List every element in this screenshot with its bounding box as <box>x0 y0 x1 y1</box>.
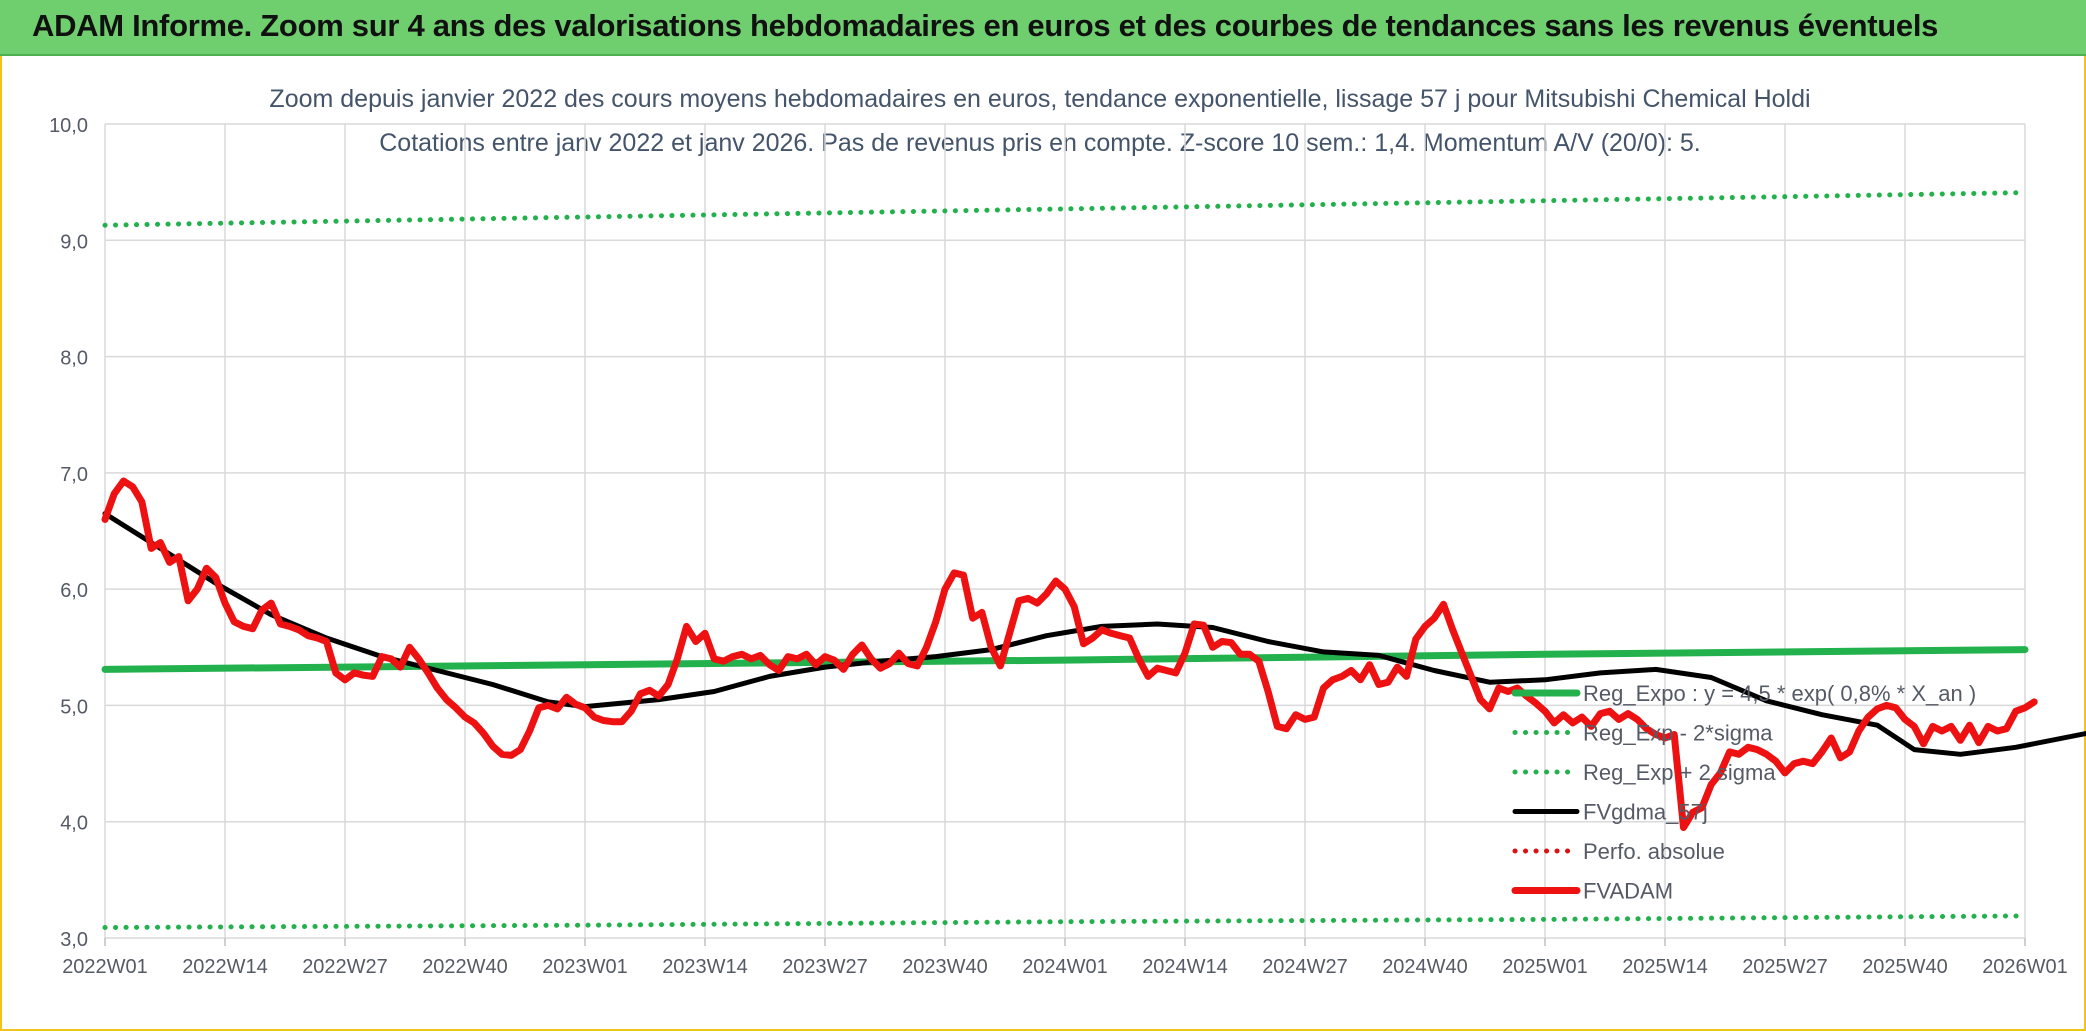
y-tick-label: 4,0 <box>60 813 88 835</box>
x-tick-label: 2024W40 <box>1382 956 1468 978</box>
y-tick-label: 10,0 <box>49 115 88 137</box>
x-axis: 2022W01 2022W14 2022W27 2022W40 2023W01 2023W… <box>62 956 2068 978</box>
legend-label: Reg_Exp + 2 sigma <box>1583 760 1776 785</box>
x-tick-label: 2025W40 <box>1862 956 1948 978</box>
legend-label: FVADAM <box>1583 879 1673 904</box>
x-tick-label: 2024W14 <box>1142 956 1228 978</box>
y-axis: 3,0 4,0 5,0 6,0 7,0 8,0 9,0 10,0 <box>49 115 88 951</box>
legend-label: Reg_Exp - 2*sigma <box>1583 721 1773 746</box>
y-tick-label: 9,0 <box>60 231 88 253</box>
x-tick-label: 2023W27 <box>782 956 868 978</box>
x-tick-label: 2023W01 <box>542 956 628 978</box>
y-tick-label: 6,0 <box>60 580 88 602</box>
legend-label: FVgdma_57j <box>1583 800 1708 825</box>
report-title: ADAM Informe. Zoom sur 4 ans des valoris… <box>32 8 1939 43</box>
x-tick-label: 2023W14 <box>662 956 748 978</box>
series-line-fvgdma-57j <box>102 511 2086 757</box>
report-banner: ADAM Informe. Zoom sur 4 ans des valoris… <box>0 0 2086 56</box>
x-tick-label: 2025W14 <box>1622 956 1708 978</box>
x-tick-label: 2022W01 <box>62 956 148 978</box>
x-tick-label: 2025W27 <box>1742 956 1828 978</box>
x-tick-label: 2024W01 <box>1022 956 1108 978</box>
x-tick-label: 2026W01 <box>1982 956 2068 978</box>
y-tick-label: 3,0 <box>60 929 88 951</box>
y-tick-label: 5,0 <box>60 696 88 718</box>
legend-label: Perfo. absolue <box>1583 839 1725 864</box>
chart-series <box>101 190 2086 930</box>
x-tick-label: 2022W27 <box>302 956 388 978</box>
chart-legend: Reg_Expo : y = 4,5 * exp( 0,8% * X_an ) R… <box>1511 681 1976 904</box>
chart-title: Zoom depuis janvier 2022 des cours moyen… <box>269 85 1810 113</box>
x-tick-label: 2024W27 <box>1262 956 1348 978</box>
x-tick-label: 2022W40 <box>422 956 508 978</box>
y-tick-label: 7,0 <box>60 464 88 486</box>
legend-label: Reg_Expo : y = 4,5 * exp( 0,8% * X_an ) <box>1583 681 1976 706</box>
x-tick-label: 2023W40 <box>902 956 988 978</box>
x-tick-label: 2025W01 <box>1502 956 1588 978</box>
chart-grid <box>104 123 2026 946</box>
chart-subtitle: Cotations entre janv 2022 et janv 2026. … <box>379 129 1701 157</box>
y-tick-label: 8,0 <box>60 348 88 370</box>
series-line-fvadam <box>101 477 2038 831</box>
x-tick-label: 2022W14 <box>182 956 268 978</box>
